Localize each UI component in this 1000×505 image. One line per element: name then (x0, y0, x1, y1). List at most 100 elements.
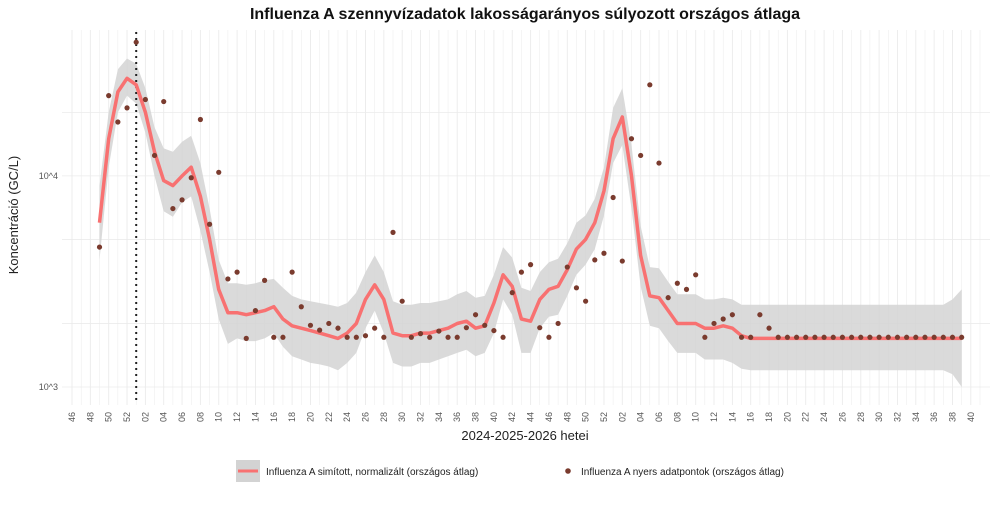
raw-data-point (949, 334, 956, 340)
raw-data-point (931, 334, 937, 340)
y-tick-labels: 10^3 10^4 (39, 171, 58, 392)
x-tick-label: 48 (85, 412, 95, 422)
raw-data-point (289, 269, 295, 275)
raw-data-point (537, 325, 543, 331)
raw-data-point (894, 334, 901, 340)
x-tick-label: 40 (489, 412, 499, 422)
x-tick-label: 36 (452, 412, 462, 422)
raw-data-point (243, 335, 249, 341)
x-tick-label: 34 (911, 412, 921, 422)
raw-data-point (133, 39, 139, 45)
x-tick-label: 38 (471, 412, 481, 422)
raw-data-point (96, 244, 103, 250)
x-tick-label: 08 (195, 412, 205, 422)
y-tick-label: 10^3 (39, 382, 58, 392)
x-tick-label: 38 (947, 412, 957, 422)
x-tick-label: 20 (782, 412, 792, 422)
raw-data-point (206, 221, 213, 227)
x-tick-label: 50 (581, 412, 591, 422)
x-tick-label: 22 (324, 412, 334, 422)
raw-data-point (812, 334, 818, 340)
confidence-band-layer (99, 58, 962, 387)
raw-data-point (555, 320, 561, 327)
raw-data-point (904, 334, 910, 340)
x-tick-label: 48 (562, 412, 572, 422)
raw-data-point (170, 205, 176, 212)
raw-data-point (500, 334, 506, 340)
raw-data-point (546, 334, 552, 340)
raw-data-point (335, 325, 341, 331)
raw-data-point (317, 327, 323, 333)
raw-data-point (601, 250, 607, 256)
chart-title: Influenza A szennyvízadatok lakosságarán… (250, 6, 800, 23)
x-tick-label: 02 (617, 412, 627, 422)
raw-data-point (803, 334, 809, 340)
raw-data-point (298, 304, 304, 310)
x-tick-label: 18 (764, 412, 774, 422)
x-tick-label: 46 (544, 412, 554, 422)
raw-data-point (372, 325, 378, 331)
raw-data-point (583, 298, 589, 304)
x-tick-label: 22 (801, 412, 811, 422)
x-tick-label: 40 (966, 412, 976, 422)
y-axis-title: Koncentráció (GC/L) (6, 156, 21, 275)
raw-data-point (307, 322, 314, 328)
raw-data-point (225, 276, 231, 282)
x-tick-label: 18 (287, 412, 297, 422)
raw-data-point (729, 312, 735, 318)
raw-data-point (858, 334, 864, 340)
x-tick-label: 26 (837, 412, 847, 422)
raw-data-point (775, 334, 781, 340)
raw-data-point (647, 82, 653, 88)
raw-data-point (353, 334, 359, 340)
raw-data-point (619, 258, 625, 264)
raw-data-point (720, 316, 726, 322)
raw-data-point (197, 116, 204, 123)
raw-data-point (161, 98, 167, 105)
x-tick-label: 04 (636, 412, 646, 422)
raw-data-point (757, 312, 763, 318)
raw-data-point (115, 119, 121, 125)
x-tick-label: 28 (379, 412, 389, 422)
raw-data-point (518, 269, 525, 275)
raw-data-point (234, 269, 240, 275)
x-tick-label: 46 (67, 412, 77, 422)
raw-data-point (793, 334, 800, 340)
raw-data-point (665, 295, 671, 301)
raw-data-point (216, 169, 222, 175)
raw-data-point (344, 334, 350, 340)
raw-data-point (940, 334, 946, 340)
raw-data-point (417, 331, 424, 337)
raw-data-point (748, 334, 754, 340)
x-tick-label: 10 (691, 412, 701, 422)
raw-data-point (610, 194, 616, 201)
raw-data-point (482, 322, 488, 328)
raw-data-point (738, 334, 745, 340)
x-tick-label: 24 (819, 412, 829, 422)
legend-label-raw: Influenza A nyers adatpontok (országos á… (581, 467, 784, 478)
raw-data-point (592, 257, 598, 263)
raw-data-point (527, 262, 534, 268)
raw-data-point (821, 334, 827, 340)
x-tick-label: 52 (599, 412, 609, 422)
x-tick-label: 14 (727, 412, 737, 422)
raw-data-point (142, 96, 148, 103)
x-tick-label: 26 (360, 412, 370, 422)
raw-data-point (711, 320, 717, 327)
raw-data-point (766, 325, 772, 331)
x-tick-label: 06 (654, 412, 664, 422)
x-tick-label: 02 (140, 412, 150, 422)
raw-data-point (454, 334, 460, 340)
raw-data-point (179, 197, 185, 203)
raw-data-point (913, 334, 919, 340)
raw-data-point (408, 334, 414, 340)
confidence-band (99, 58, 962, 387)
raw-data-point (885, 334, 891, 340)
x-tick-label: 20 (305, 412, 315, 422)
raw-data-point (867, 334, 873, 340)
raw-data-point (564, 264, 570, 270)
raw-data-point (381, 334, 387, 340)
legend-label-smoothed: Influenza A simított, normalizált (orszá… (266, 467, 478, 478)
raw-data-point (628, 136, 635, 142)
